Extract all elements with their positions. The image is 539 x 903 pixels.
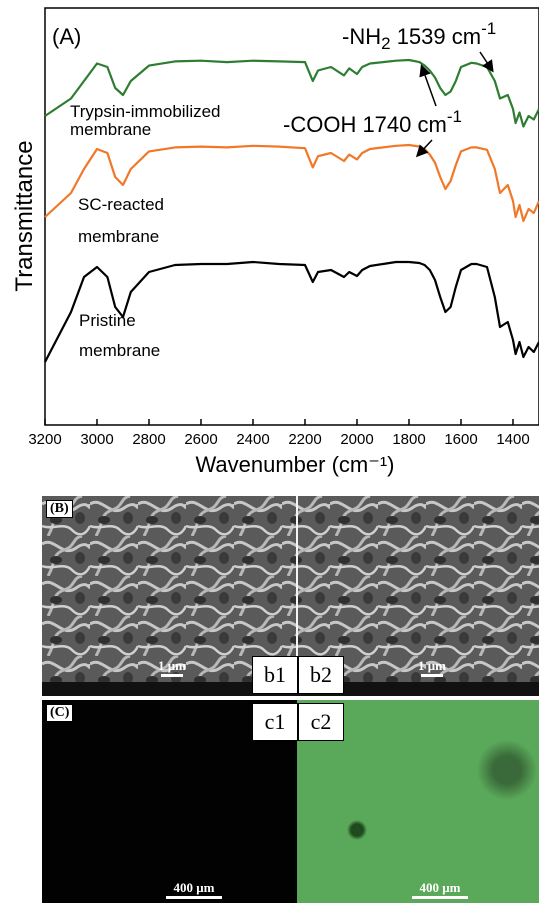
b1-scale-label: 1 μm — [158, 658, 186, 673]
x-tick-label: 3000 — [80, 431, 113, 448]
series-label: SC-reacted — [78, 195, 164, 214]
c2-scale-bar: 400 μm — [400, 880, 480, 899]
c2-scale-label: 400 μm — [419, 880, 461, 895]
panel-a-ftir-chart: (A) Transmittance Wavenumber (cm⁻¹) 3200… — [11, 7, 539, 477]
x-tick-label: 1600 — [444, 431, 477, 448]
x-tick-label: 2800 — [132, 431, 165, 448]
panel-b-sem: (B) 1 μm 1 μm — [42, 496, 539, 696]
cooh-arrow-down — [415, 139, 433, 158]
c1-label: c1 — [252, 703, 298, 741]
x-ticks: 3200 3000 2800 2600 2400 2200 2000 1800 1600 1400 — [28, 419, 530, 448]
ftir-chart-svg: (A) Transmittance Wavenumber (cm⁻¹) 3200… — [11, 7, 539, 477]
x-tick-label: 2000 — [340, 431, 373, 448]
c2-label: c2 — [298, 703, 344, 741]
panel-a-label: (A) — [52, 24, 81, 49]
x-axis-label: Wavenumber (cm⁻¹) — [195, 452, 394, 477]
x-tick-label: 3200 — [28, 431, 61, 448]
cooh-annotation: -COOH 1740 cm-1 — [283, 107, 462, 137]
b1-label: b1 — [252, 656, 298, 694]
b2-scale-bar: 1 μm — [402, 658, 462, 677]
x-tick-label: 2400 — [236, 431, 269, 448]
b2-scale-line — [421, 674, 443, 677]
series-label: membrane — [79, 341, 160, 360]
series-label: membrane — [78, 227, 159, 246]
c1-scale-bar: 400 μm — [154, 880, 234, 899]
b2-scale-label: 1 μm — [418, 658, 446, 673]
x-tick-label: 2600 — [184, 431, 217, 448]
series-label: Pristine — [79, 311, 136, 330]
series-label: membrane — [70, 120, 151, 139]
series-labels: Trypsin-immobilizedmembraneSC-reactedmem… — [70, 102, 221, 360]
x-tick-label: 1400 — [496, 431, 529, 448]
plot-frame — [44, 7, 539, 426]
series-label: Trypsin-immobilized — [70, 102, 221, 121]
series-line — [44, 260, 539, 363]
c2-scale-line — [412, 896, 468, 899]
b1-scale-line — [161, 674, 183, 677]
nh2-annotation: -NH2 1539 cm-1 — [342, 19, 496, 53]
c2-image — [297, 700, 539, 903]
x-tick-label: 2200 — [288, 431, 321, 448]
b1-scale-bar: 1 μm — [142, 658, 202, 677]
series-line — [44, 58, 539, 128]
series-line — [44, 143, 539, 223]
cooh-arrow-up — [419, 64, 437, 107]
sem-texture — [42, 496, 539, 696]
c1-scale-line — [166, 896, 222, 899]
panel-b-label: (B) — [46, 500, 73, 518]
b2-label: b2 — [298, 656, 344, 694]
y-axis-label: Transmittance — [11, 140, 38, 291]
nh2-arrow — [479, 51, 494, 73]
c1-scale-label: 400 μm — [173, 880, 215, 895]
x-tick-label: 1800 — [392, 431, 425, 448]
panel-c-label: (C) — [46, 704, 74, 722]
series-group — [44, 58, 539, 363]
